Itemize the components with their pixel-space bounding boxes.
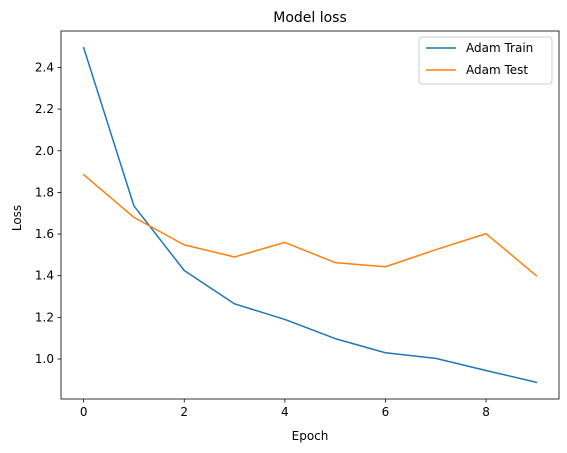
x-tick-label: 6 [382,405,390,419]
y-tick-label: 1.2 [35,310,54,324]
chart-title: Model loss [273,10,347,26]
legend-label: Adam Train [466,41,533,55]
legend: Adam Train Adam Test [418,36,553,85]
y-tick-label: 1.6 [35,227,54,241]
y-tick-label: 1.4 [35,269,54,283]
x-axis-label: Epoch [292,429,329,443]
series-line-adam-train [82,46,538,384]
x-tick-label: 4 [281,405,289,419]
y-tick-label: 1.0 [35,352,54,366]
plot-frame [60,30,560,400]
x-tick-label: 0 [80,405,88,419]
y-tick-label: 2.4 [35,60,54,74]
x-tick-label: 8 [482,405,490,419]
series-lines [82,46,538,384]
axis-ticks: 0 2 4 6 8 1.0 1.2 1.4 1.6 1.8 2.0 2.2 2.4 [35,60,490,419]
x-tick-label: 2 [180,405,188,419]
y-tick-label: 2.2 [35,102,54,116]
series-line-adam-test [82,173,538,277]
y-axis-label: Loss [10,205,24,231]
y-tick-label: 1.8 [35,185,54,199]
y-tick-label: 2.0 [35,144,54,158]
legend-label: Adam Test [466,63,528,77]
